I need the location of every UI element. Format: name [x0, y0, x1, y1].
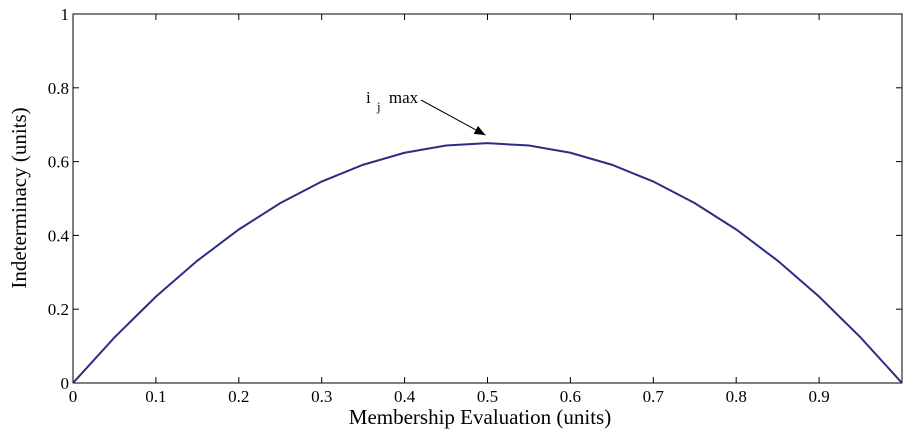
- y-tick-labels: 0 0.2 0.4 0.6 0.8 1: [48, 5, 70, 393]
- y-tick-label: 0.2: [48, 300, 69, 319]
- annotation-arrow-head: [473, 125, 486, 136]
- y-tick-label: 0.6: [48, 153, 69, 172]
- x-tick-label: 0: [69, 387, 78, 406]
- plot-frame: [72, 13, 903, 384]
- annotation-arrow-line: [420, 99, 486, 136]
- x-tick-label: 0.4: [394, 387, 416, 406]
- x-tick-label: 0.9: [808, 387, 829, 406]
- x-tick-label: 0.7: [643, 387, 665, 406]
- max-annotation: i j max: [366, 88, 486, 136]
- x-tick-label: 0.3: [311, 387, 332, 406]
- y-axis-title: Indeterminacy (units): [7, 107, 31, 288]
- x-tick-labels: 0 0.1 0.2 0.3 0.4 0.5 0.6 0.7 0.8 0.9: [69, 387, 830, 406]
- y-tick-label: 1: [61, 5, 70, 24]
- x-tick-label: 0.2: [228, 387, 249, 406]
- x-tick-label: 0.5: [477, 387, 498, 406]
- x-tick-label: 0.6: [560, 387, 581, 406]
- y-tick-label: 0: [61, 374, 70, 393]
- x-axis-title: Membership Evaluation (units): [349, 405, 611, 429]
- series-line: [72, 142, 903, 384]
- annotation-label: i j max: [366, 88, 419, 115]
- axis-ticks: [72, 13, 902, 384]
- x-tick-label: 0.8: [726, 387, 747, 406]
- y-tick-label: 0.4: [48, 226, 70, 245]
- x-tick-label: 0.1: [145, 387, 166, 406]
- y-tick-label: 0.8: [48, 79, 69, 98]
